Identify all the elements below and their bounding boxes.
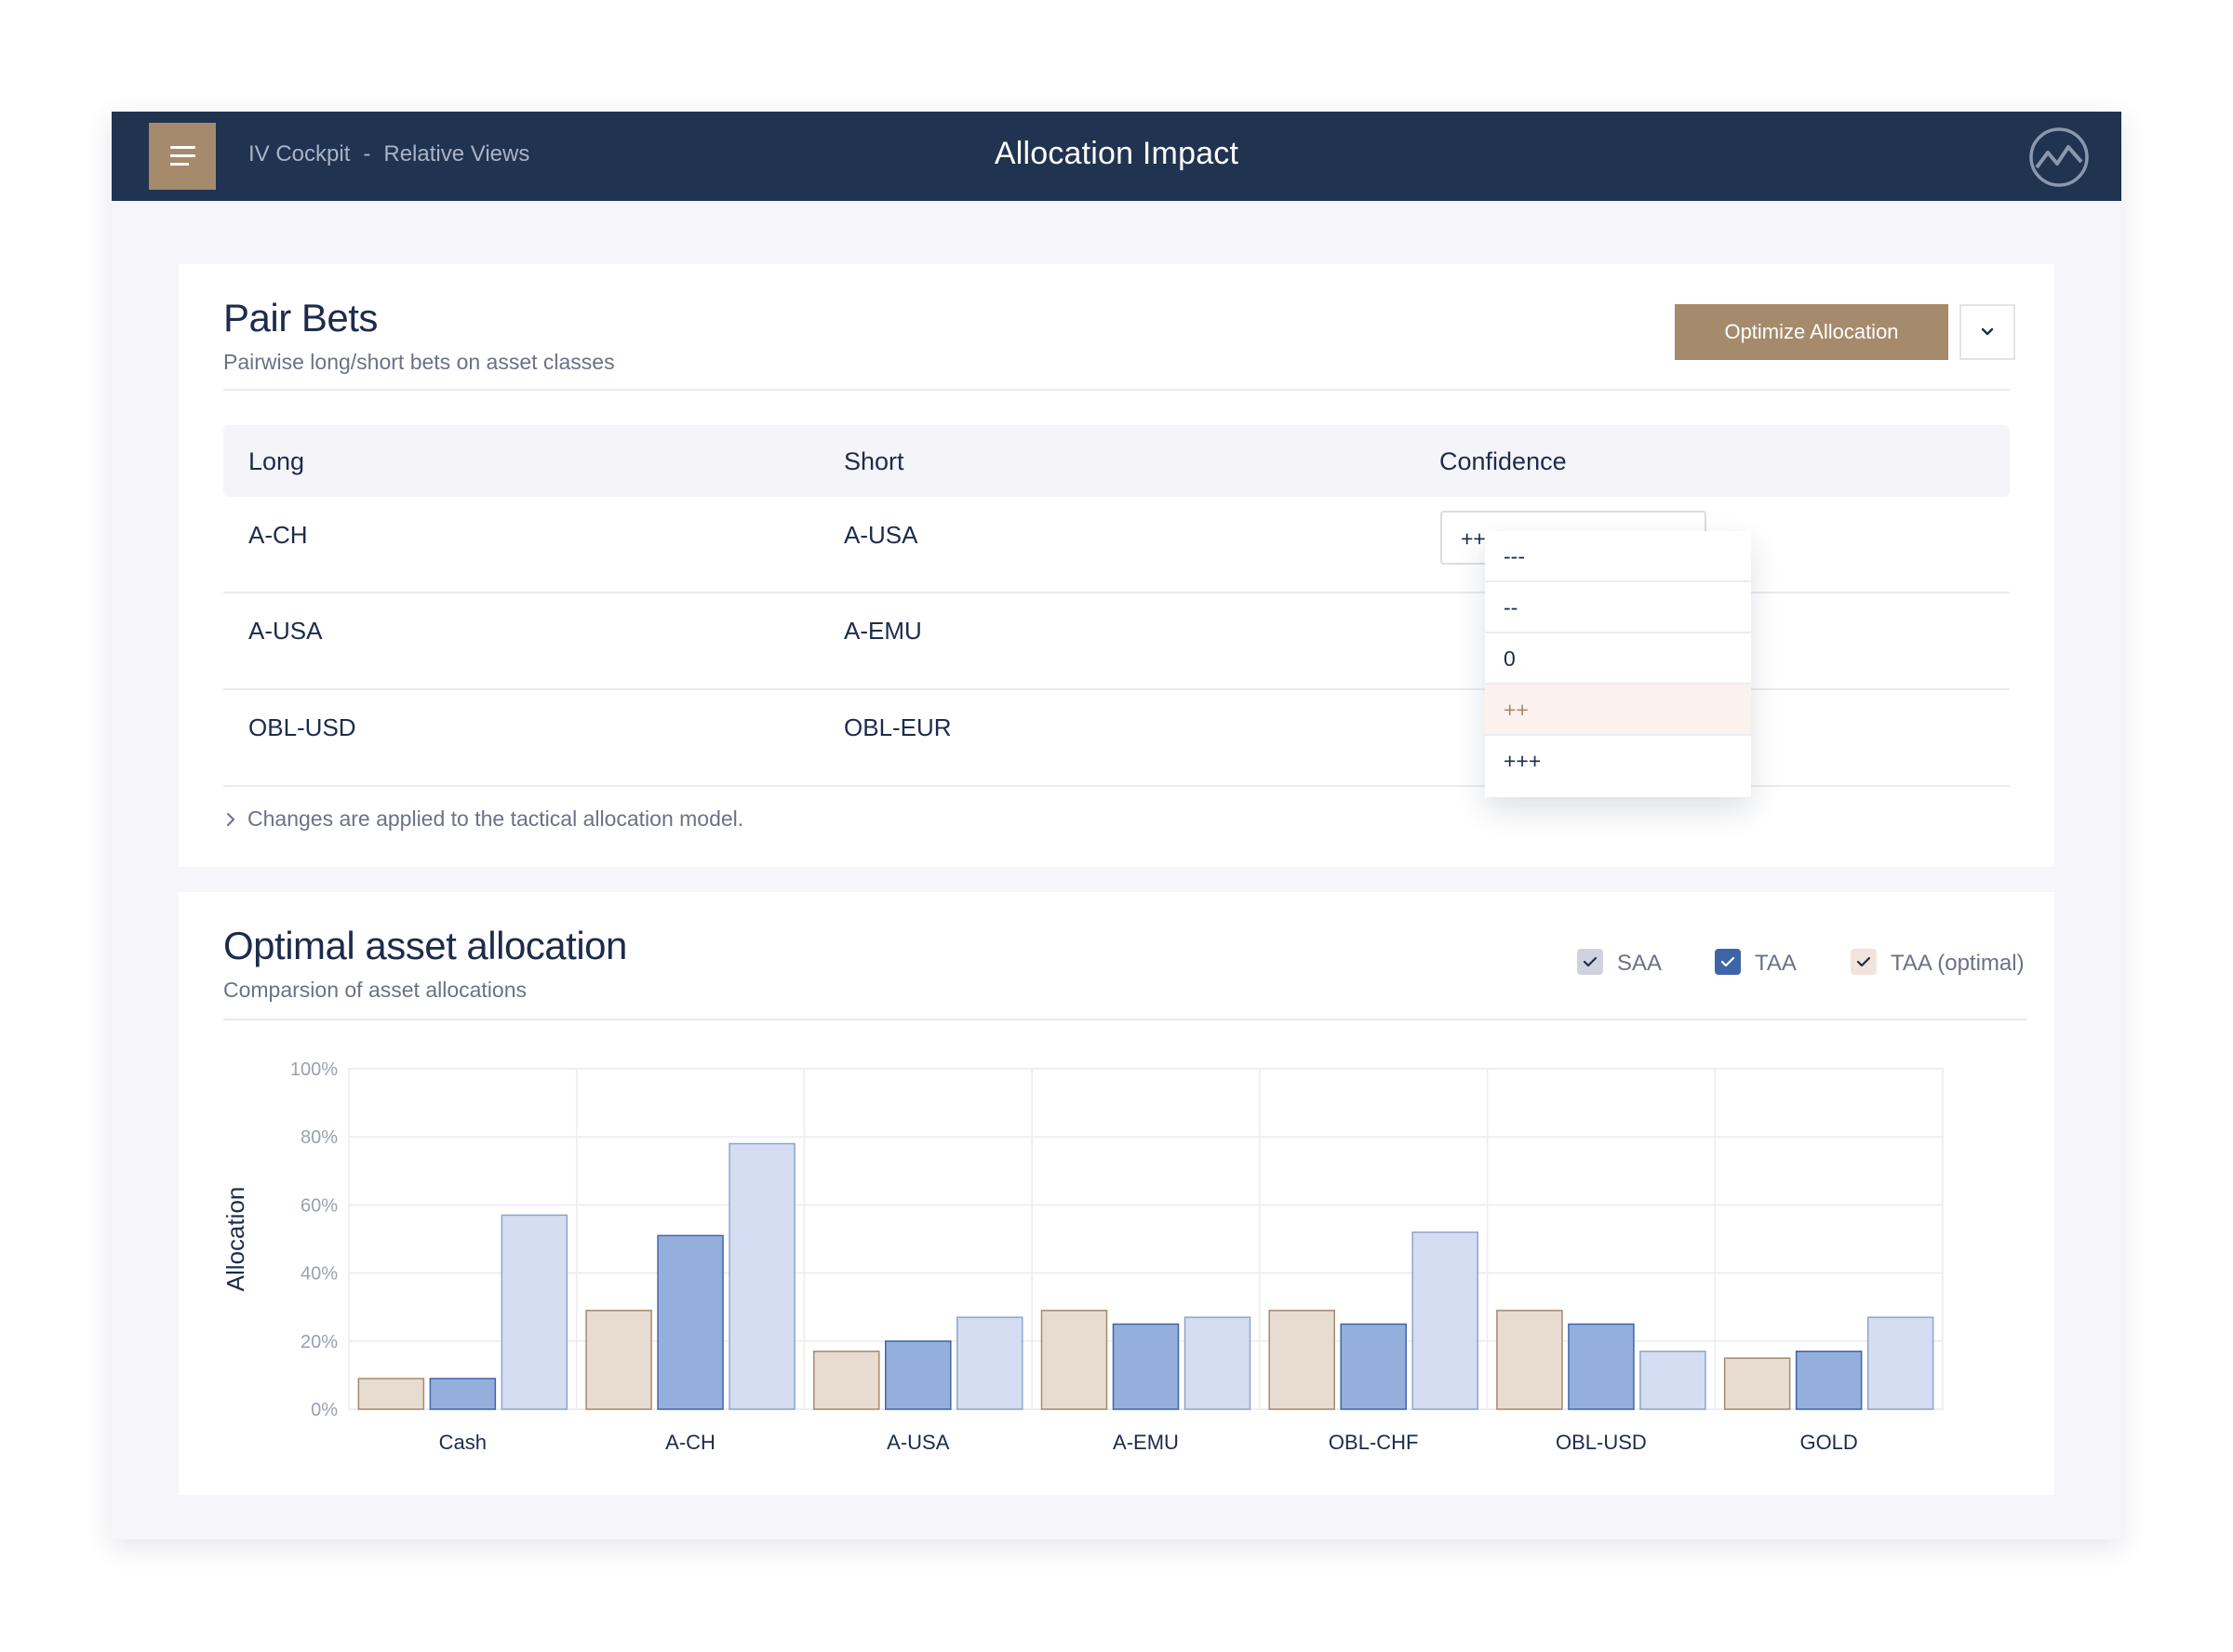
allocation-subtitle: Comparsion of asset allocations — [223, 978, 527, 1002]
bar-taa-a-emu — [1112, 1323, 1180, 1410]
pair-bets-title: Pair Bets — [223, 296, 378, 340]
bar-saa-cash — [357, 1378, 425, 1410]
dropdown-option-label: +++ — [1504, 749, 1542, 773]
x-tick-label: GOLD — [1799, 1431, 1857, 1454]
chevron-right-icon — [227, 813, 234, 826]
check-icon — [1720, 956, 1735, 967]
short-cell: OBL-EUR — [844, 713, 952, 741]
pair-bets-card: Pair Bets Pairwise long/short bets on as… — [179, 264, 2054, 867]
breadcrumb-item-cockpit[interactable]: IV Cockpit — [248, 141, 351, 167]
divider — [223, 1019, 2026, 1020]
check-icon — [1583, 956, 1598, 967]
dropdown-option-label: ++ — [1504, 698, 1529, 722]
checkbox[interactable] — [1851, 949, 1877, 975]
allocation-chart: 0% 20% 40% 60% 80% 100% Allocation Cash A-CH A-US… — [221, 1059, 1944, 1454]
bar-taa-optimal--obl-chf — [1411, 1231, 1478, 1410]
checkbox[interactable] — [1715, 949, 1741, 975]
optimize-options-button[interactable] — [1959, 304, 2015, 360]
dropdown-option-label: -- — [1504, 595, 1518, 620]
column-header-long: Long — [248, 447, 305, 475]
menu-icon-line — [170, 163, 189, 166]
breadcrumb: IV Cockpit - Relative Views — [248, 141, 529, 167]
note-text: Changes are applied to the tactical allo… — [247, 806, 744, 831]
bar-saa-a-ch — [585, 1310, 652, 1410]
bar-saa-a-emu — [1040, 1310, 1108, 1410]
column-header-short: Short — [844, 447, 904, 475]
check-icon — [1856, 956, 1871, 967]
dropdown-option[interactable]: +++ — [1485, 736, 1751, 787]
column-header-confidence: Confidence — [1439, 447, 1567, 475]
breadcrumb-separator: - — [363, 141, 371, 167]
divider — [223, 389, 2010, 391]
hamburger-menu-button[interactable] — [149, 123, 216, 190]
x-tick-label: OBL-CHF — [1329, 1431, 1419, 1454]
long-cell: A-CH — [248, 521, 308, 549]
optimize-allocation-button[interactable]: Optimize Allocation — [1675, 304, 1948, 360]
y-axis-title: Allocation — [221, 1187, 249, 1292]
y-tick-label: 80% — [301, 1127, 338, 1148]
y-tick-label: 60% — [301, 1195, 338, 1216]
table-header: Long Short Confidence — [223, 425, 2010, 497]
allocation-card: Optimal asset allocation Comparsion of a… — [179, 892, 2054, 1495]
legend-label: TAA — [1755, 951, 1797, 976]
dropdown-option[interactable]: --- — [1485, 531, 1751, 582]
dropdown-option[interactable]: 0 — [1485, 633, 1751, 685]
bar-saa-obl-usd — [1496, 1310, 1563, 1410]
dropdown-option-label: --- — [1504, 544, 1525, 568]
bar-taa-optimal--a-ch — [729, 1142, 796, 1410]
menu-icon-line — [170, 154, 195, 157]
long-cell: A-USA — [248, 617, 323, 645]
short-cell: A-USA — [844, 521, 918, 549]
y-tick-label: 0% — [311, 1400, 338, 1420]
pair-bets-subtitle: Pairwise long/short bets on asset classe… — [223, 350, 615, 374]
dropdown-option[interactable]: -- — [1485, 582, 1751, 633]
x-tick-label: A-EMU — [1113, 1431, 1179, 1454]
bar-taa-obl-chf — [1340, 1323, 1407, 1410]
bar-taa-optimal--gold — [1866, 1316, 1934, 1410]
table-row: OBL-USD OBL-EUR — [223, 690, 2010, 787]
app-window: IV Cockpit - Relative Views Allocation I… — [112, 112, 2121, 1539]
long-cell: OBL-USD — [248, 713, 356, 741]
x-tick-label: A-USA — [887, 1431, 950, 1454]
legend-label: TAA (optimal) — [1891, 951, 2025, 976]
bar-taa-optimal--cash — [501, 1214, 568, 1410]
bar-taa-optimal--obl-usd — [1639, 1351, 1706, 1410]
legend-label: SAA — [1617, 951, 1663, 976]
bar-taa-a-usa — [885, 1340, 952, 1410]
allocation-title: Optimal asset allocation — [223, 924, 627, 967]
dropdown-option-label: 0 — [1504, 646, 1516, 671]
checkbox[interactable] — [1577, 949, 1603, 975]
bar-taa-gold — [1795, 1351, 1863, 1410]
dropdown-option-hovered[interactable]: ++ — [1485, 685, 1751, 736]
confidence-dropdown: --- -- 0 ++ +++ — [1485, 531, 1751, 797]
x-tick-label: OBL-USD — [1556, 1431, 1647, 1454]
short-cell: A-EMU — [844, 617, 922, 645]
bar-saa-obl-chf — [1268, 1310, 1335, 1410]
y-tick-label: 40% — [301, 1264, 338, 1285]
y-tick-label: 20% — [301, 1332, 338, 1352]
table-row: A-CH A-USA — [223, 497, 2010, 593]
page-title: Allocation Impact — [994, 136, 1239, 171]
logo-icon — [2029, 127, 2089, 187]
x-tick-label: A-CH — [665, 1431, 715, 1454]
chevron-down-icon — [1981, 327, 1994, 336]
bar-taa-optimal--a-emu — [1183, 1316, 1251, 1410]
bar-saa-a-usa — [813, 1351, 880, 1410]
breadcrumb-item-relative-views[interactable]: Relative Views — [383, 141, 530, 167]
table-row: A-USA A-EMU — [223, 593, 2010, 690]
top-bar: IV Cockpit - Relative Views Allocation I… — [112, 112, 2121, 201]
bar-taa-optimal--a-usa — [956, 1316, 1023, 1410]
menu-icon — [170, 146, 195, 149]
bar-taa-obl-usd — [1568, 1323, 1635, 1410]
bar-taa-a-ch — [657, 1234, 724, 1410]
bar-saa-gold — [1723, 1357, 1791, 1410]
y-tick-label: 100% — [290, 1059, 338, 1080]
x-tick-label: Cash — [439, 1431, 487, 1454]
bar-taa-cash — [429, 1378, 497, 1410]
